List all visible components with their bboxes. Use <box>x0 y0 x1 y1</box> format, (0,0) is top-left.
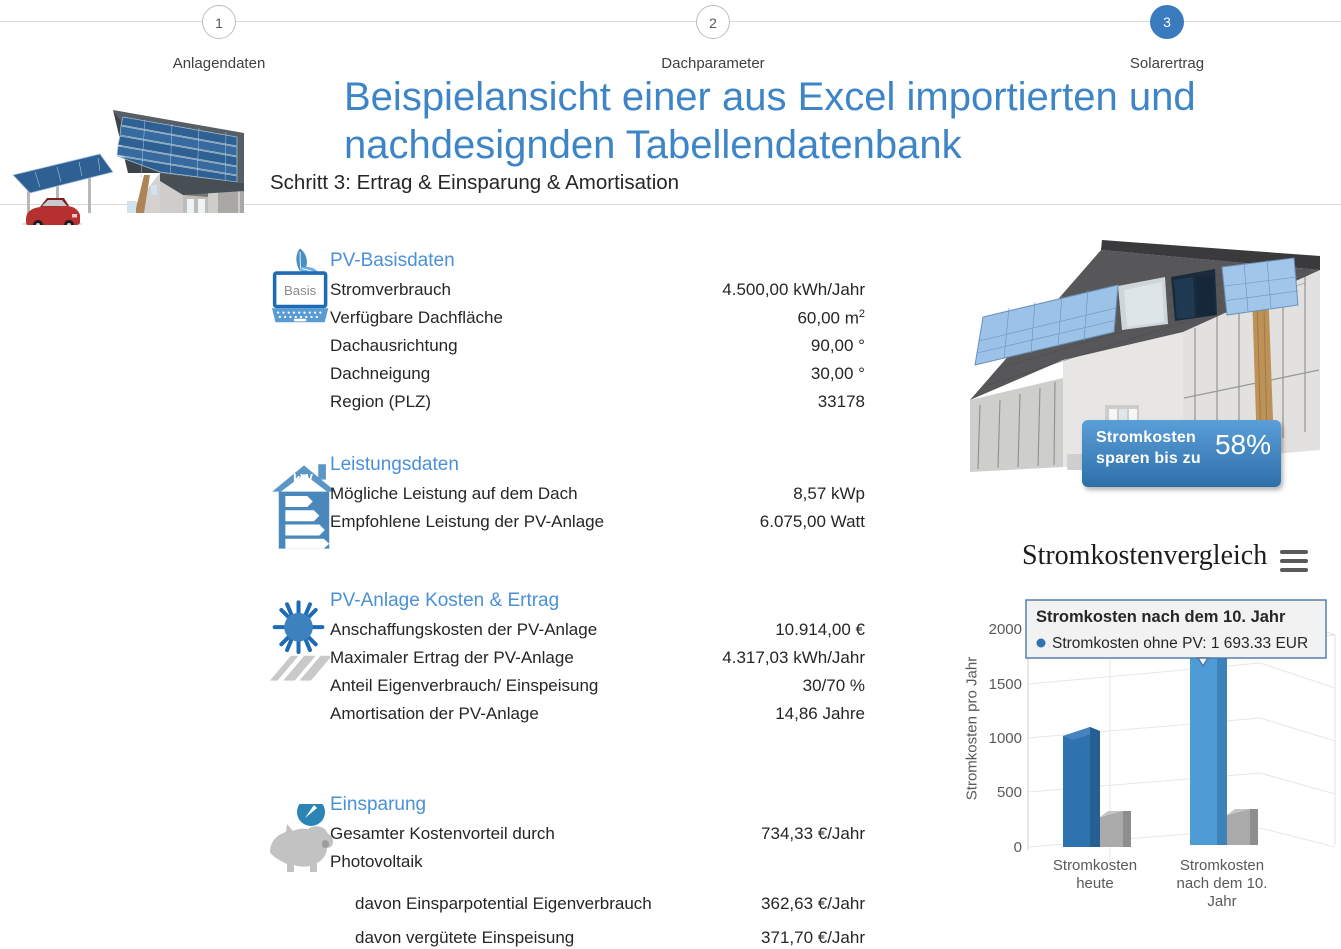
svg-text:0: 0 <box>1014 839 1022 856</box>
svg-text:heute: heute <box>1076 875 1114 892</box>
svg-text:Stromkosten: Stromkosten <box>1180 857 1264 874</box>
svg-text:2000: 2000 <box>989 621 1022 638</box>
svg-text:Stromkosten ohne PV: 1 693.33: Stromkosten ohne PV: 1 693.33 EUR <box>1052 635 1308 652</box>
svg-text:Stromkosten nach dem 10. Jahr: Stromkosten nach dem 10. Jahr <box>1036 608 1286 626</box>
svg-text:nach dem 10.: nach dem 10. <box>1177 875 1268 892</box>
svg-text:Jahr: Jahr <box>1207 893 1236 910</box>
svg-text:500: 500 <box>997 784 1022 801</box>
svg-text:Stromkosten: Stromkosten <box>1053 857 1137 874</box>
svg-text:1000: 1000 <box>989 730 1022 747</box>
svg-text:1500: 1500 <box>989 676 1022 693</box>
